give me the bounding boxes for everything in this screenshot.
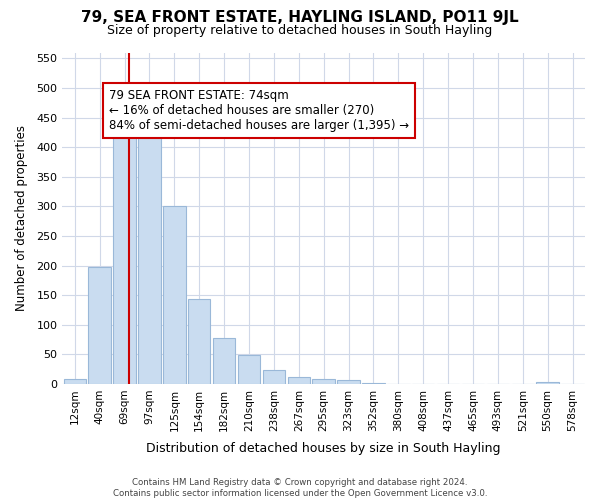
Text: Contains HM Land Registry data © Crown copyright and database right 2024.
Contai: Contains HM Land Registry data © Crown c…	[113, 478, 487, 498]
Bar	[263, 370, 285, 384]
Bar	[213, 338, 235, 384]
Y-axis label: Number of detached properties: Number of detached properties	[15, 125, 28, 311]
Text: Size of property relative to detached houses in South Hayling: Size of property relative to detached ho…	[107, 24, 493, 37]
Bar	[163, 206, 185, 384]
Bar	[313, 379, 335, 384]
Bar	[536, 382, 559, 384]
Bar	[88, 266, 111, 384]
Bar	[337, 380, 360, 384]
Text: 79 SEA FRONT ESTATE: 74sqm
← 16% of detached houses are smaller (270)
84% of sem: 79 SEA FRONT ESTATE: 74sqm ← 16% of deta…	[109, 89, 409, 132]
Bar	[238, 356, 260, 384]
Text: 79, SEA FRONT ESTATE, HAYLING ISLAND, PO11 9JL: 79, SEA FRONT ESTATE, HAYLING ISLAND, PO…	[81, 10, 519, 25]
Bar	[287, 378, 310, 384]
Bar	[113, 136, 136, 384]
X-axis label: Distribution of detached houses by size in South Hayling: Distribution of detached houses by size …	[146, 442, 501, 455]
Bar	[138, 134, 161, 384]
Bar	[188, 300, 211, 384]
Bar	[64, 379, 86, 384]
